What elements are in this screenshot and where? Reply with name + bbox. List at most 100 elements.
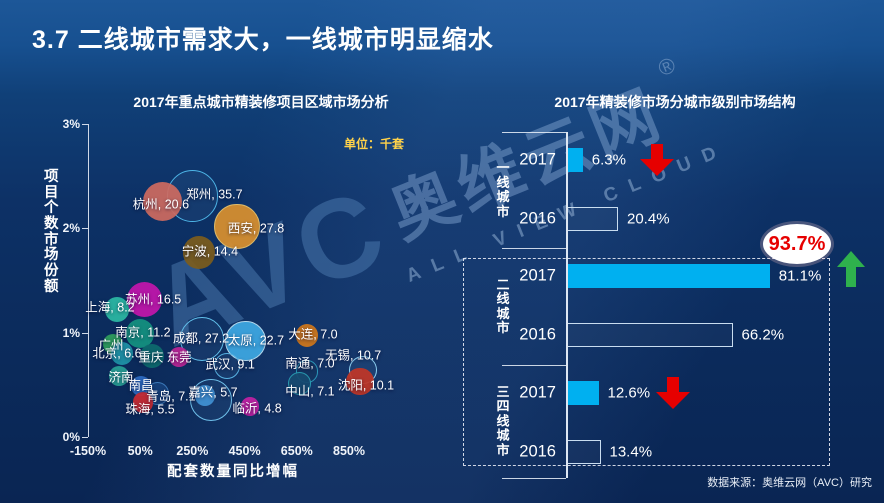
bubble-chart-y-axis-title: 项目个数市场份额 [44,169,59,295]
bar-chart-group-label: 三四线城市 [496,384,510,458]
bar-chart-group-label: 一线城市 [496,159,510,219]
bubble-label-青岛: 青岛, 7.1 [146,389,196,404]
bar-value-二线城市-2017: 81.1% [778,267,822,285]
bubble-label-上海: 上海, 8.2 [85,300,135,315]
y-tick-mark [82,124,88,125]
bubble-上海 [104,297,130,323]
x-tick-label: -150% [69,444,107,458]
bubble-label-广州: 广州 [98,338,124,353]
y-tick-label: 1% [62,325,80,340]
decrease-arrow-icon [639,144,674,176]
bar-chart-year-label: 2016 [519,209,556,228]
y-tick-mark [82,228,88,230]
bar-二线城市-2017 [567,264,770,288]
arrow-shaft [666,377,679,392]
bubble-label-武汉: 武汉, 9.1 [205,357,255,372]
bar-value-三四线城市-2017: 12.6% [607,384,651,402]
bar-chart-group-tick [502,132,566,133]
bar-chart-year-label: 2017 [519,383,556,402]
bubble-沈阳 [346,368,374,396]
arrow-shaft [650,144,663,159]
highlight-badge: 93.7% [763,224,831,264]
bubble-南京 [125,319,155,349]
bar-value-三四线城市-2016: 13.4% [609,443,653,461]
bar-一线城市-2017 [567,148,583,172]
bar-chart-group-tick [502,248,566,249]
bubble-北京 [110,342,133,365]
bar-chart-group-tick [502,478,566,479]
bubble-label-太原: 太原, 22.7 [227,333,285,348]
bar-chart-year-label: 2016 [519,442,556,461]
bubble-宁波 [182,236,216,269]
bar-chart-group-label: 二线城市 [496,276,510,336]
bubble-chart-unit-label: 单位：千套 [344,137,405,151]
bar-chart-title: 2017年精装修市场分城市级别市场结构 [554,94,796,110]
bubble-unlabeled [189,379,232,422]
bubble-重庆 [139,343,164,368]
bubble-南昌 [130,375,151,396]
bubble-label-沈阳: 沈阳, 10.1 [337,378,395,393]
bar-三四线城市-2017 [567,381,599,405]
arrow-head [639,159,674,176]
bubble-武汉 [214,353,241,380]
y-tick-mark [82,332,88,334]
bar-chart-year-label: 2016 [519,325,556,344]
bar-chart-year-label: 2017 [519,150,556,169]
bubble-label-西安: 西安, 27.8 [227,221,285,236]
bubble-chart-y-axis-line [88,124,89,437]
bubble-label-珠海: 珠海, 5.5 [125,402,175,417]
bubble-label-宁波: 宁波, 14.4 [181,244,239,259]
bar-三四线城市-2016 [567,440,601,464]
x-tick-label: 50% [127,444,153,458]
bubble-chart-x-axis-title: 配套数量同比增幅 [167,464,299,480]
bubble-label-杭州: 杭州, 20.6 [132,197,190,212]
bar-value-一线城市-2016: 20.4% [627,210,670,228]
source-note: 数据来源：奥维云网（AVC）研究 [707,477,872,489]
y-tick-label: 3% [62,117,80,131]
bubble-西安 [214,203,260,249]
arrow-head [655,392,690,409]
bar-value-一线城市-2017: 6.3% [591,151,626,169]
bubble-label-济南: 济南 [108,370,134,385]
bubble-大连 [295,324,319,348]
bubble-label-郑州: 郑州, 35.7 [186,187,243,202]
bubble-label-大连: 大连, 7.0 [288,327,338,342]
bar-chart-group-tick [502,365,566,366]
x-tick-label: 250% [176,444,209,458]
bubble-label-无锡: 无锡, 10.7 [324,348,382,363]
bubble-label-嘉兴: 嘉兴, 5.7 [188,385,238,400]
bubble-label-苏州: 苏州, 16.5 [124,292,182,307]
y-tick-label: 0% [62,430,80,444]
y-tick-mark [82,437,88,438]
bubble-label-南通: 南通, 7.0 [285,356,335,371]
bubble-chart-title: 2017年重点城市精装修项目区域市场分析 [133,94,389,110]
bubble-济南 [109,366,130,387]
bubble-label-东莞: 东莞 [166,350,192,365]
bubble-label-南京: 南京, 11.2 [115,325,171,340]
bubble-东莞 [169,346,190,367]
bubble-label-重庆: 重庆 [138,350,164,365]
bubble-临沂 [240,397,260,417]
bubble-label-临沂: 临沂, 4.8 [232,401,282,416]
tier2-3-highlight-dashed-box [463,258,830,466]
x-tick-label: 650% [280,444,313,458]
bubble-杭州 [143,181,183,221]
y-tick-label: 2% [62,221,80,236]
x-tick-label: 850% [333,444,365,458]
bar-value-二线城市-2016: 66.2% [741,326,785,344]
increase-arrow-icon [837,251,865,287]
bubble-label-南昌: 南昌 [128,378,154,393]
bar-chart-category-axis-line [566,132,568,478]
x-tick-label: 450% [228,444,261,458]
registered-mark-icon: ® [654,52,679,82]
bar-chart-year-label: 2017 [519,266,556,285]
bubble-label-北京: 北京, 6.6 [92,346,142,361]
arrow-shaft [846,267,856,287]
bubble-珠海 [132,392,154,413]
slide-title: 3.7 二线城市需求大，一线城市明显缩水 [32,26,494,54]
bubble-苏州 [126,281,162,317]
bubble-label-中山: 中山, 7.1 [285,384,335,399]
decrease-arrow-icon [655,377,690,409]
bar-二线城市-2016 [567,323,733,347]
